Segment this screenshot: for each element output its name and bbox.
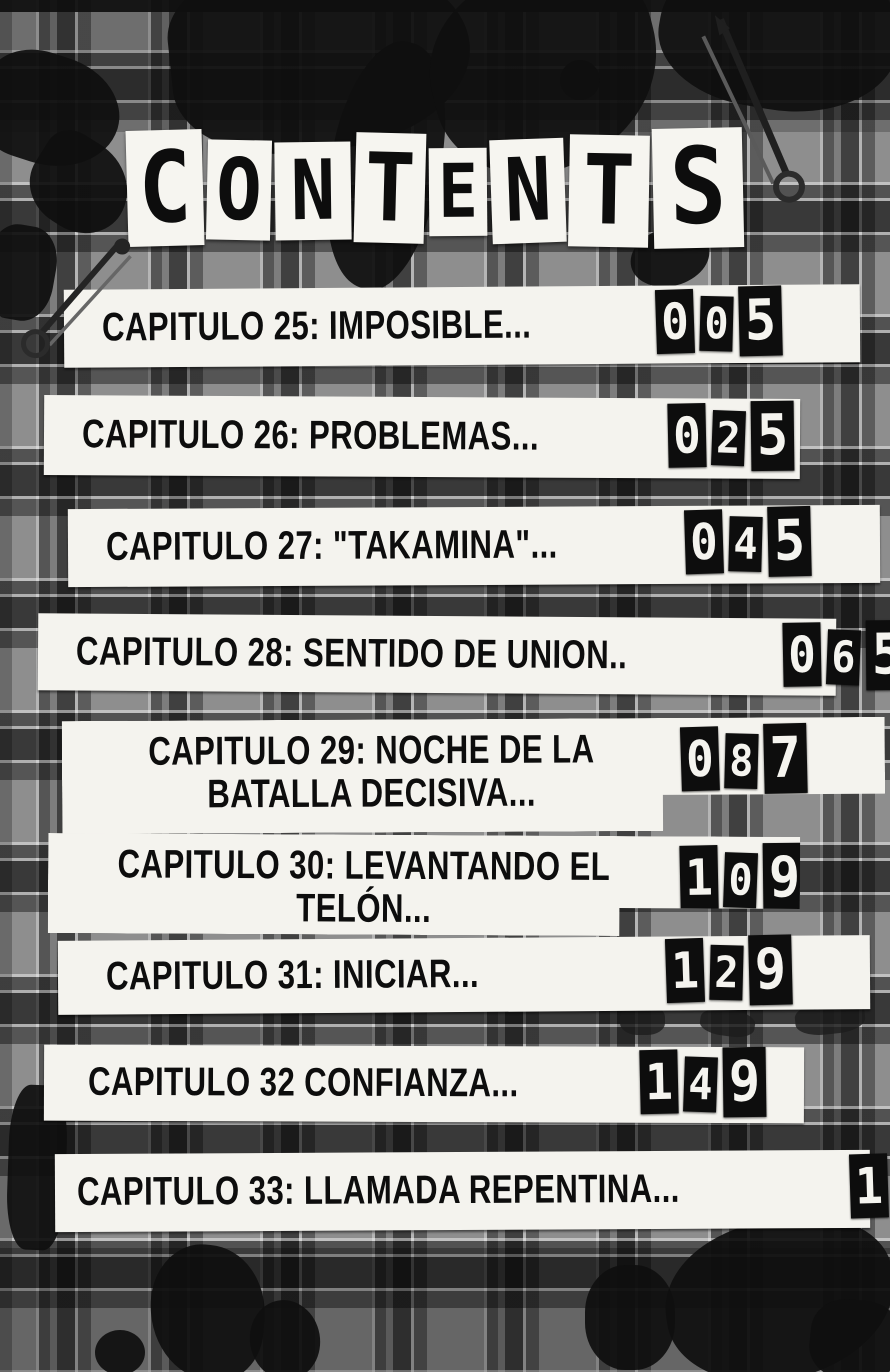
- page-digit-tile: 0: [680, 726, 720, 791]
- contents-title: C O N T E N T S: [125, 126, 745, 249]
- page-digit-tile: 9: [722, 1046, 767, 1118]
- toc-row: CAPITULO 27: "TAKAMINA"... 0 4 5: [67, 504, 881, 588]
- chapter-label: CAPITULO 27: "TAKAMINA"...: [105, 522, 558, 570]
- title-letter: T: [582, 134, 636, 248]
- page-digit-tile: 1: [679, 845, 718, 910]
- chapter-label: CAPITULO 32 CONFIANZA...: [87, 1060, 519, 1106]
- title-letter: T: [363, 132, 417, 244]
- page-digit-tile: 1: [664, 937, 706, 1004]
- page-digit-tile: 7: [763, 723, 808, 794]
- page-number: 1 0 9: [679, 845, 805, 916]
- page-number: 0 0 5: [654, 285, 783, 360]
- title-letter-tile: T: [568, 134, 650, 248]
- page-digit-tile: 8: [724, 733, 758, 789]
- page-digit-tile: 4: [728, 516, 763, 573]
- chapter-label: CAPITULO 26: PROBLEMAS...: [81, 412, 540, 460]
- chapter-label: CAPITULO 29: NOCHE DE LA BATALLA DECISIVA…: [148, 727, 595, 817]
- toc-row: CAPITULO 26: PROBLEMAS... 0 2 5: [43, 395, 801, 479]
- page-digit-tile: 9: [748, 934, 793, 1006]
- page-digit-tile: 0: [667, 402, 707, 468]
- page-number: 0 8 7: [681, 726, 807, 797]
- page-digit-tile: 5: [738, 285, 783, 357]
- page-digit-tile: 0: [699, 295, 734, 352]
- toc-row: CAPITULO 25: IMPOSIBLE... 0 0 5: [63, 284, 861, 368]
- page-number: 1 4 9: [639, 1046, 767, 1120]
- toc-row: CAPITULO 31: INICIAR... 1 2 9: [57, 934, 871, 1015]
- safety-pin-icon: [20, 238, 132, 359]
- page-digit-tile: 0: [782, 621, 822, 687]
- page-digit-tile: 9: [762, 843, 806, 914]
- page-number: 0 4 5: [684, 505, 812, 580]
- left-edge-shade: [0, 0, 12, 1372]
- title-letter: N: [290, 142, 336, 240]
- page-digit-tile: 4: [683, 1056, 718, 1113]
- page-digit-tile: 0: [684, 509, 725, 575]
- chapter-label: CAPITULO 33: LLAMADA REPENTINA...: [76, 1167, 680, 1215]
- title-letter: N: [502, 139, 554, 243]
- title-letter: E: [437, 148, 479, 235]
- toc-row: CAPITULO 32 CONFIANZA... 1 4 9: [43, 1044, 805, 1124]
- title-letter-tile: O: [205, 139, 273, 241]
- safety-pin-icon: [701, 15, 806, 203]
- page-digit-tile: 5: [750, 400, 795, 472]
- page-digit-tile: 1: [639, 1049, 679, 1115]
- chapter-label: CAPITULO 28: SENTIDO DE UNION..: [75, 629, 628, 678]
- toc-row: CAPITULO 33: LLAMADA REPENTINA... 1 6 9: [54, 1149, 889, 1233]
- chapter-label: CAPITULO 30: LEVANTANDO EL TELÓN...: [117, 842, 611, 932]
- chapter-label: CAPITULO 31: INICIAR...: [105, 952, 480, 999]
- toc-row: CAPITULO 28: SENTIDO DE UNION.. 0 6 5: [37, 613, 890, 696]
- title-letter-tile: E: [428, 147, 488, 237]
- ink-drip: [560, 60, 600, 100]
- ink-blob: [585, 1265, 675, 1370]
- chapter-label: CAPITULO 25: IMPOSIBLE...: [101, 302, 532, 350]
- page-digit-tile: 5: [767, 505, 812, 577]
- page-number: 0 6 5: [782, 619, 890, 693]
- title-letter-tile: N: [489, 137, 567, 245]
- page-digit-tile: 1: [848, 1153, 889, 1219]
- title-letter-tile: T: [353, 132, 427, 244]
- page-digit-tile: 6: [825, 628, 861, 685]
- page-digit-tile: 0: [723, 852, 758, 908]
- title-letter-tile: N: [274, 141, 352, 241]
- title-letter: C: [136, 129, 193, 246]
- page-number: 1 6 9: [848, 1153, 890, 1224]
- title-letter: O: [215, 139, 263, 240]
- ink-blob: [95, 1330, 145, 1372]
- page-number: 1 2 9: [664, 934, 793, 1009]
- page-digit-tile: 2: [709, 944, 744, 1001]
- page-number: 0 2 5: [667, 400, 795, 474]
- page-digit-tile: 2: [710, 410, 746, 467]
- page-digit-tile: 0: [654, 288, 696, 355]
- page-digit-tile: 5: [865, 619, 890, 690]
